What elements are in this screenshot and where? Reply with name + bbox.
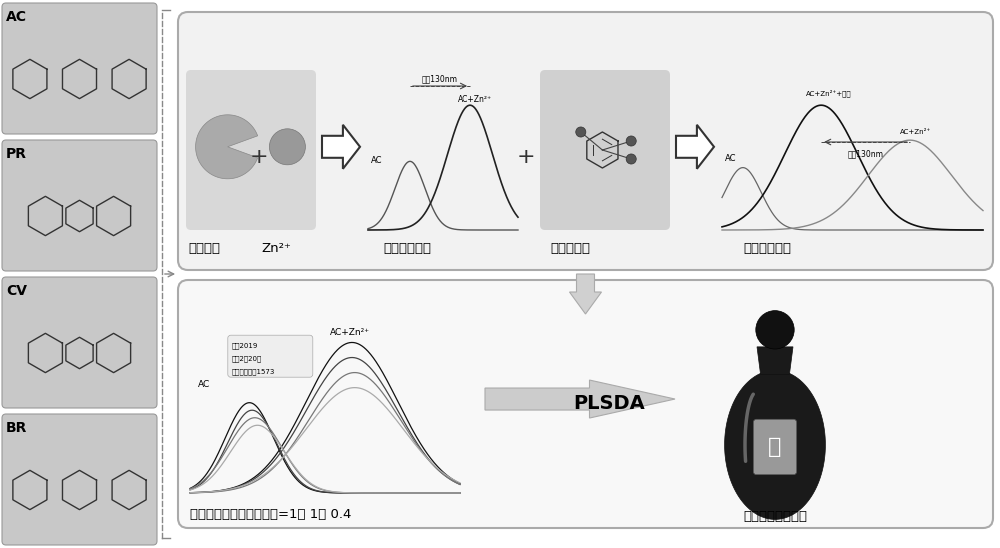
Text: 酒: 酒 [768, 437, 782, 457]
Text: AC: AC [6, 10, 27, 24]
FancyBboxPatch shape [178, 280, 993, 528]
Text: BR: BR [6, 421, 27, 435]
FancyBboxPatch shape [2, 414, 157, 545]
Polygon shape [322, 125, 360, 169]
Text: 光谱信号红移: 光谱信号红移 [383, 242, 431, 255]
Polygon shape [757, 347, 793, 374]
FancyBboxPatch shape [540, 70, 670, 230]
Text: Zn²⁺: Zn²⁺ [261, 242, 291, 255]
FancyBboxPatch shape [753, 419, 797, 475]
Polygon shape [570, 274, 602, 314]
Text: +: + [249, 147, 268, 167]
Circle shape [626, 136, 636, 146]
Polygon shape [196, 115, 258, 179]
Text: 有机染料: 有机染料 [188, 242, 220, 255]
Text: 红移130nm: 红移130nm [422, 74, 458, 83]
Text: AC: AC [725, 154, 736, 163]
Text: 茅台2019: 茅台2019 [232, 342, 258, 349]
Text: AC+Zn²⁺: AC+Zn²⁺ [330, 328, 370, 336]
FancyBboxPatch shape [178, 12, 993, 270]
Text: CV: CV [6, 284, 27, 298]
Circle shape [576, 127, 586, 137]
Text: AC+Zn²⁺: AC+Zn²⁺ [458, 95, 492, 104]
Circle shape [756, 311, 794, 349]
FancyBboxPatch shape [2, 3, 157, 134]
Text: 蓝移130nm: 蓝移130nm [848, 149, 884, 158]
Circle shape [626, 154, 636, 164]
Circle shape [269, 129, 305, 165]
Polygon shape [485, 380, 675, 418]
Text: 泸州老窖国窖1573: 泸州老窖国窖1573 [232, 368, 275, 375]
Text: +: + [517, 147, 535, 167]
Polygon shape [725, 370, 825, 520]
Text: 鉴别高温大曲白酒: 鉴别高温大曲白酒 [743, 510, 807, 523]
Text: AC: AC [198, 380, 210, 389]
Text: PR: PR [6, 147, 27, 161]
FancyBboxPatch shape [228, 335, 313, 377]
Text: AC+Zn²⁺: AC+Zn²⁺ [899, 129, 931, 135]
FancyBboxPatch shape [2, 277, 157, 408]
Text: AC+Zn²⁺+白酒: AC+Zn²⁺+白酒 [806, 90, 851, 97]
Text: 白云2農20年: 白云2農20年 [232, 355, 262, 362]
Text: PLSDA: PLSDA [573, 394, 645, 413]
Text: 风味化合物: 风味化合物 [550, 242, 590, 255]
Text: AC: AC [371, 156, 382, 165]
Text: 光谱信号蓝移: 光谱信号蓝移 [743, 242, 791, 255]
FancyBboxPatch shape [2, 140, 157, 271]
Text: 有机染料：锌离子：白酒=1： 1： 0.4: 有机染料：锌离子：白酒=1： 1： 0.4 [190, 508, 351, 521]
FancyBboxPatch shape [186, 70, 316, 230]
Polygon shape [676, 125, 714, 169]
